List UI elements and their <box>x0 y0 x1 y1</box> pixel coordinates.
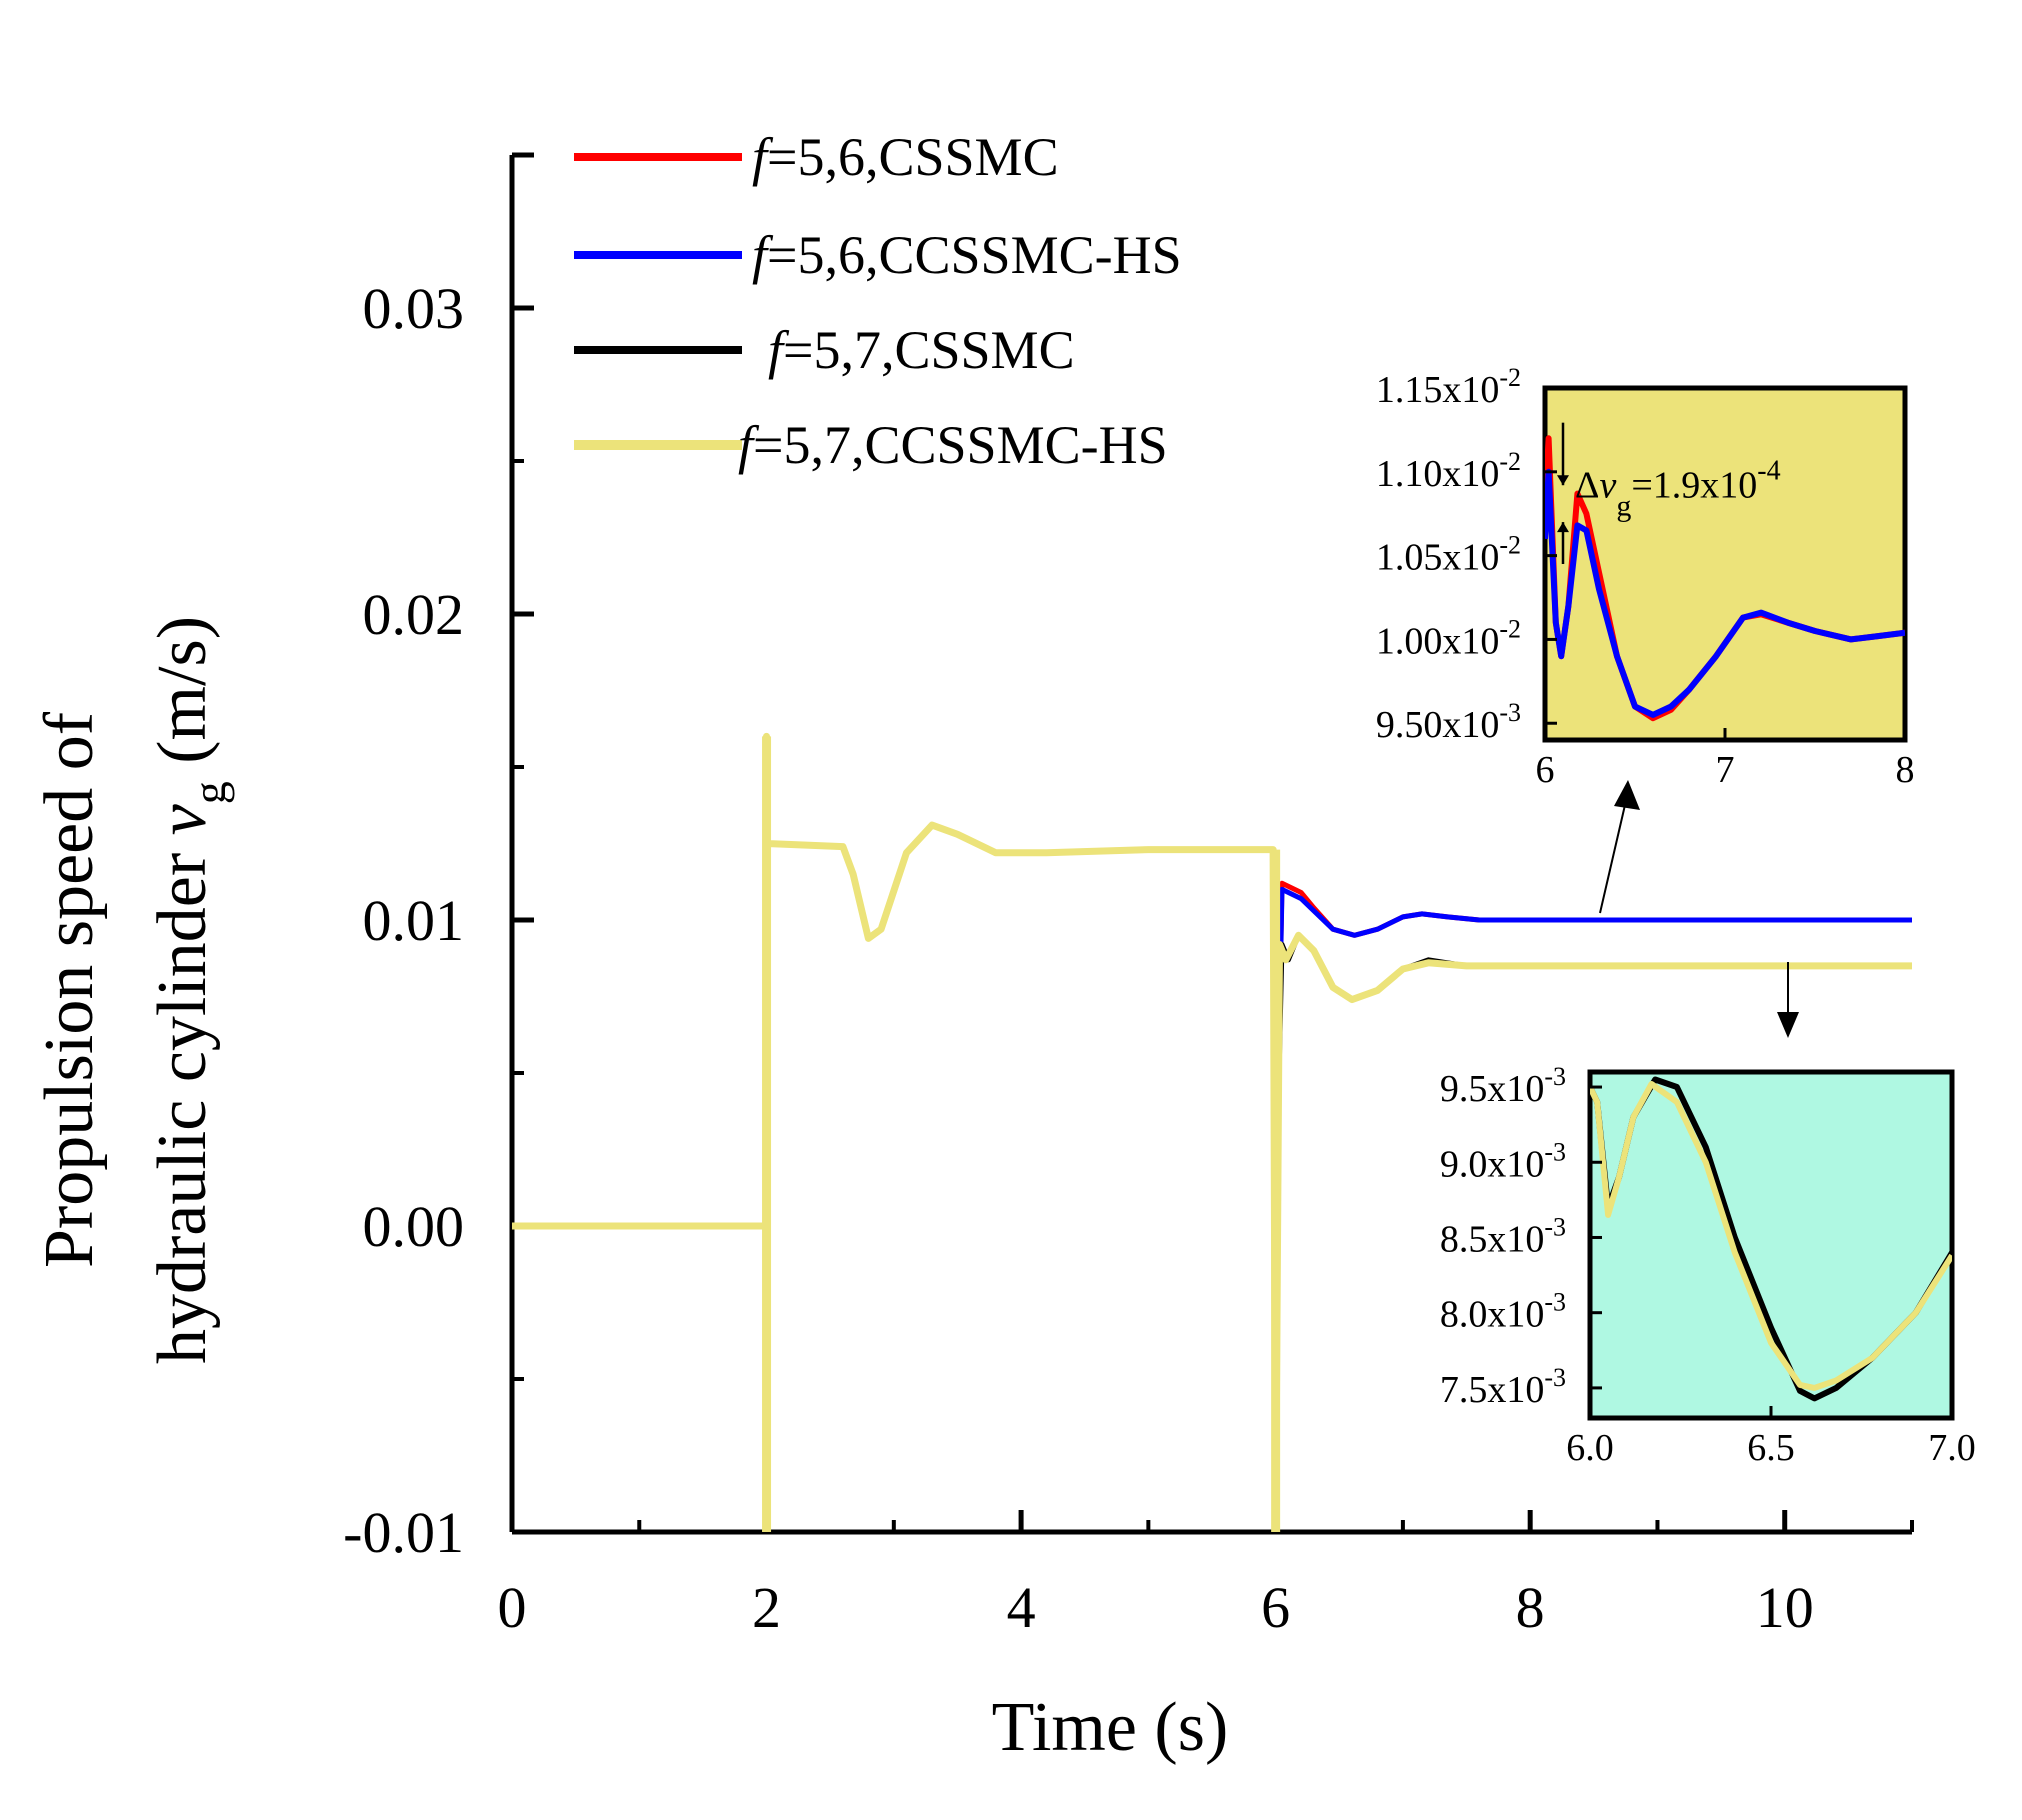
inset-y-tick-label: 9.0x10-3 <box>1440 1137 1566 1185</box>
y-axis-title-unit: (m/s) <box>144 616 221 781</box>
annotation-subscript: g <box>1616 490 1631 523</box>
pointer-line-upper <box>1599 791 1629 914</box>
inset-y-tick-exponent: -2 <box>1499 363 1521 392</box>
legend-label: f=5,7,CCSSMC-HS <box>738 415 1168 475</box>
inset-x-tick-label: 8 <box>1896 749 1915 791</box>
legend-label-text: =5,6,CSSMC <box>767 127 1059 187</box>
inset-y-tick-exponent: -3 <box>1544 1137 1566 1166</box>
y-axis-title-line1: Propulsion speed of <box>31 711 108 1268</box>
pointer-arrowhead-lower <box>1777 1012 1799 1038</box>
inset-y-tick-mantissa: 9.50x10 <box>1376 704 1500 746</box>
x-tick-label: 2 <box>752 1575 781 1640</box>
legend-label-text: =5,6,CCSSMC-HS <box>767 225 1182 285</box>
inset-lower: 7.5x10-38.0x10-38.5x10-39.0x10-39.5x10-3… <box>1440 1062 1976 1469</box>
inset-y-tick-label: 1.00x10-2 <box>1376 614 1521 662</box>
x-tick-label: 6 <box>1261 1575 1290 1640</box>
annotation-arrowhead-up <box>1557 522 1569 533</box>
inset-y-tick-exponent: -3 <box>1544 1212 1566 1241</box>
inset-y-tick-mantissa: 1.10x10 <box>1376 453 1500 495</box>
y-tick-label: 0.03 <box>363 276 465 341</box>
inset-y-tick-label: 1.15x10-2 <box>1376 363 1521 411</box>
annotation-text: Δvg=1.9x10-4 <box>1575 456 1781 523</box>
inset-y-tick-mantissa: 9.0x10 <box>1440 1143 1545 1185</box>
inset-y-tick-label: 9.5x10-3 <box>1440 1062 1566 1110</box>
inset-x-tick-label: 7 <box>1716 749 1735 791</box>
inset-y-tick-label: 8.0x10-3 <box>1440 1288 1566 1336</box>
inset-y-tick-exponent: -3 <box>1544 1363 1566 1392</box>
x-axis-title: Time (s) <box>992 1689 1229 1766</box>
series-line-f=5,7,CCSSMC-HS <box>512 732 1912 1532</box>
legend-label: f=5,6,CCSSMC-HS <box>752 225 1182 285</box>
inset-frame <box>1542 385 1908 743</box>
inset-y-tick-mantissa: 1.00x10 <box>1376 620 1500 662</box>
y-axis-title: Propulsion speed of hydraulic cylinder v… <box>31 616 235 1364</box>
inset-x-tick-label: 7.0 <box>1928 1427 1976 1469</box>
inset-y-tick-exponent: -2 <box>1499 447 1521 476</box>
inset-y-tick-label: 9.50x10-3 <box>1376 698 1521 746</box>
inset-upper: 9.50x10-31.00x10-21.05x10-21.10x10-21.15… <box>1376 363 1915 791</box>
y-tick-label: 0.00 <box>363 1194 465 1259</box>
legend: f=5,6,CSSMC f=5,6,CCSSMC-HS f=5,7,CSSMC f=5… <box>574 127 1182 475</box>
annotation-arrowhead-down <box>1557 475 1569 486</box>
x-tick-label: 4 <box>1007 1575 1036 1640</box>
annotation-prefix: Δ <box>1575 465 1599 507</box>
inset-y-tick-label: 7.5x10-3 <box>1440 1363 1566 1411</box>
inset-x-tick-label: 6.0 <box>1566 1427 1614 1469</box>
inset-y-tick-mantissa: 9.5x10 <box>1440 1068 1545 1110</box>
inset-x-tick-label: 6 <box>1536 749 1555 791</box>
y-axis-title-line2: hydraulic cylinder vg (m/s) <box>144 616 235 1364</box>
inset-y-tick-label: 1.10x10-2 <box>1376 447 1521 495</box>
inset-series-f=5,7,CCSSMC-HS <box>1590 1081 1952 1391</box>
legend-label-text: =5,7,CSSMC <box>783 320 1075 380</box>
y-tick-label: 0.02 <box>363 582 465 647</box>
annotation-symbol: v <box>1599 465 1616 507</box>
x-tick-label: 0 <box>498 1575 527 1640</box>
inset-y-tick-exponent: -3 <box>1544 1062 1566 1091</box>
y-axis-title-subscript: g <box>184 781 235 804</box>
inset-pointers <box>1599 780 1799 1038</box>
annotation-exponent: -4 <box>1757 456 1780 487</box>
y-tick-label: -0.01 <box>343 1500 464 1565</box>
y-tick-label: 0.01 <box>363 888 465 953</box>
annotation-value: =1.9x10 <box>1631 465 1757 507</box>
inset-y-tick-label: 8.5x10-3 <box>1440 1212 1566 1260</box>
legend-label: f=5,6,CSSMC <box>752 127 1059 187</box>
inset-y-tick-exponent: -2 <box>1499 531 1521 560</box>
x-tick-label: 8 <box>1516 1575 1545 1640</box>
legend-label-text: =5,7,CCSSMC-HS <box>753 415 1168 475</box>
y-axis-title-prefix: hydraulic cylinder <box>144 835 221 1364</box>
inset-y-tick-mantissa: 7.5x10 <box>1440 1369 1545 1411</box>
main-plot: -0.01 0.00 0.01 0.02 0.03 0 2 4 6 8 10 <box>343 152 1914 1640</box>
inset-y-tick-mantissa: 8.5x10 <box>1440 1218 1545 1260</box>
inset-frame <box>1587 1069 1955 1421</box>
inset-y-tick-mantissa: 1.05x10 <box>1376 537 1500 579</box>
inset-y-tick-exponent: -3 <box>1499 698 1521 727</box>
inset-y-tick-mantissa: 8.0x10 <box>1440 1294 1545 1336</box>
inset-y-tick-mantissa: 1.15x10 <box>1376 369 1500 411</box>
pointer-arrowhead-upper <box>1614 780 1640 810</box>
inset-y-tick-exponent: -3 <box>1544 1288 1566 1317</box>
inset-series-f=5,6,CCSSMC-HS <box>1545 468 1905 718</box>
legend-label: f=5,7,CSSMC <box>768 320 1075 380</box>
x-tick-label: 10 <box>1756 1575 1814 1640</box>
y-axis-title-symbol: v <box>144 803 221 835</box>
inset-y-tick-exponent: -2 <box>1499 614 1521 643</box>
inset-x-tick-label: 6.5 <box>1747 1427 1795 1469</box>
inset-y-tick-label: 1.05x10-2 <box>1376 531 1521 579</box>
